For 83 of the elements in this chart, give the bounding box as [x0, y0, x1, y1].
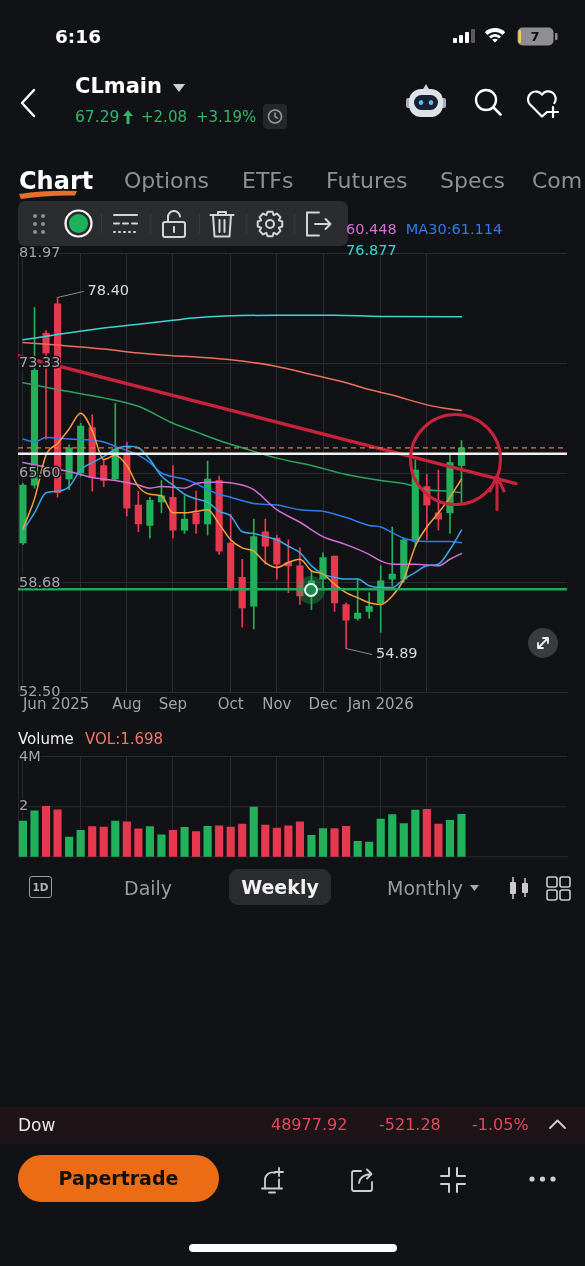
y-tick-label: 81.97 [19, 244, 61, 261]
text: 76.877 [346, 240, 397, 260]
text: Chart [19, 166, 94, 196]
bar [145, 826, 154, 857]
bar [399, 823, 408, 857]
text: -521.28 [379, 1115, 441, 1135]
line-series [22, 412, 463, 606]
text: MA30:61.114 [405, 219, 503, 239]
text: Options [124, 167, 209, 195]
bar [330, 828, 339, 857]
bar [180, 826, 189, 857]
annotation: 78.40 [87, 282, 130, 299]
bar [41, 805, 51, 857]
bar [318, 828, 328, 857]
bar [122, 821, 131, 857]
bar [249, 806, 258, 857]
bar [53, 809, 62, 857]
chart-title: Volume [18, 730, 74, 748]
bar [284, 825, 293, 857]
bar [18, 820, 28, 857]
line-series [22, 461, 463, 567]
text: +2.08 [141, 108, 187, 126]
bar [261, 824, 270, 857]
bar [65, 836, 74, 857]
x-tick-label: Aug [112, 695, 142, 714]
bar [353, 840, 362, 857]
text: 48977.92 [271, 1115, 348, 1135]
bar [376, 818, 385, 857]
bar [445, 819, 455, 857]
bar [203, 825, 212, 857]
x-tick-label: Oct [217, 695, 244, 714]
text: Specs [440, 167, 506, 195]
bar [99, 826, 108, 857]
bar [226, 826, 235, 857]
text: Monthly [387, 876, 464, 900]
chart-title: CLmain [75, 74, 162, 100]
line-series [22, 314, 463, 341]
bar [191, 831, 201, 857]
text: Daily [124, 876, 173, 900]
square-button: 1D [29, 876, 52, 898]
text: ETFs [242, 167, 294, 195]
line-series [22, 436, 463, 544]
text: 7 [530, 28, 540, 45]
bar [168, 829, 178, 857]
bar [272, 827, 281, 857]
bar [295, 821, 304, 857]
bar [157, 834, 166, 857]
bar [342, 825, 351, 857]
bar [134, 828, 143, 857]
x-tick-label: Sep [158, 695, 188, 714]
bar [88, 826, 97, 857]
bar [307, 834, 316, 857]
bar [365, 841, 374, 857]
text: 67.29 [75, 107, 120, 127]
bar [111, 820, 120, 857]
tab-highlight: Weekly [229, 869, 331, 905]
bar [215, 825, 224, 857]
line-series [22, 341, 463, 412]
y-tick-label: 58.68 [19, 573, 61, 590]
text: Futures [326, 167, 408, 195]
bar [422, 808, 431, 857]
x-tick-label: Jun 2025 [21, 695, 90, 714]
text: 60.448 [346, 219, 397, 239]
bar [411, 809, 420, 857]
text: -1.05% [472, 1115, 529, 1135]
bar [238, 823, 247, 857]
text: Com [532, 167, 583, 195]
bar [388, 814, 397, 857]
y-tick-label: 2 [19, 797, 29, 814]
text: Dow [18, 1114, 56, 1136]
bar [457, 813, 466, 857]
text: 6:16 [55, 25, 102, 49]
x-tick-label: Nov [262, 695, 292, 714]
pill-button: Papertrade [18, 1155, 219, 1202]
annotation: 54.89 [376, 645, 418, 662]
text: +3.19% [196, 108, 257, 126]
chart-subtitle: VOL:1.698 [85, 730, 164, 748]
y-tick-label: 4M [19, 747, 41, 764]
bar [434, 823, 443, 857]
x-tick-label: Jan 2026 [346, 695, 414, 714]
x-tick-label: Dec [308, 695, 338, 714]
bar [76, 829, 85, 857]
bar [30, 810, 39, 857]
